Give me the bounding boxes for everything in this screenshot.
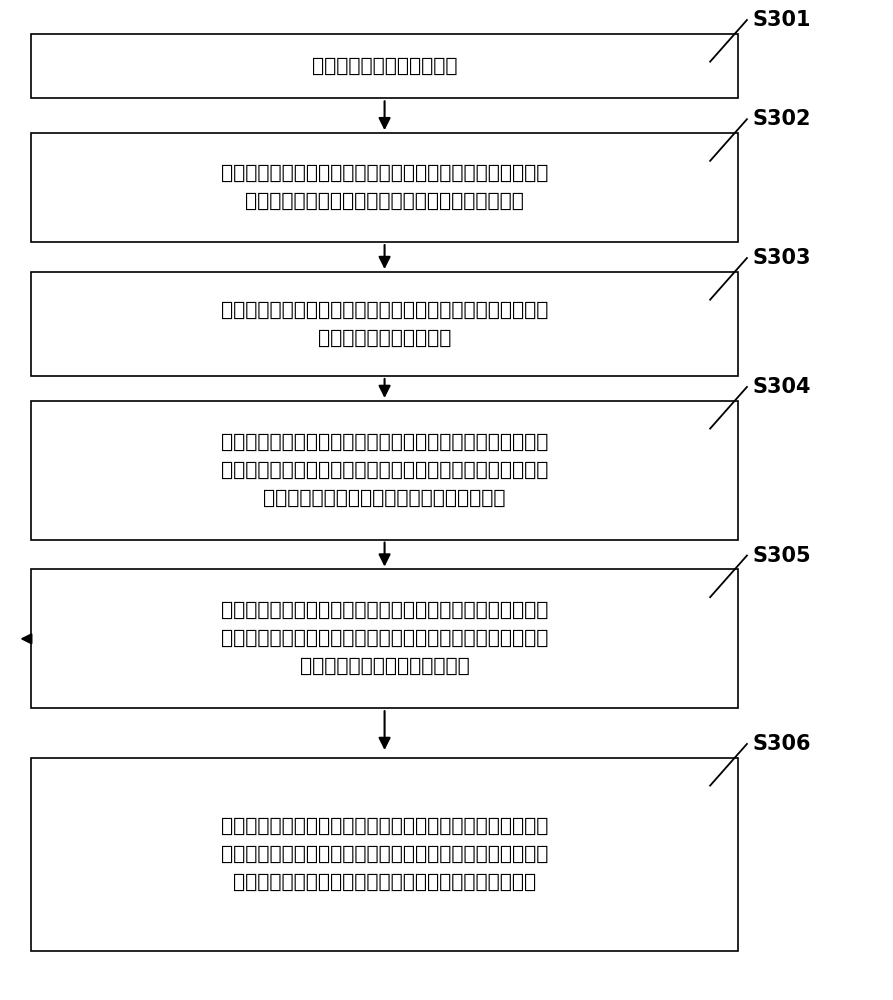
Text: 当其中一组标签反馈数据的标签应答信息符合预设的确认条件
时，读取该组标签反馈数据相应的产品电子代码信息，并发送
与该产品电子代码信息相关联的标签确认信息: 当其中一组标签反馈数据的标签应答信息符合预设的确认条件 时，读取该组标签反馈数据… <box>221 433 548 508</box>
Bar <box>30 569 739 708</box>
Bar <box>30 401 739 540</box>
Bar <box>30 133 739 242</box>
Text: S301: S301 <box>753 10 811 30</box>
Text: S305: S305 <box>753 546 811 566</box>
Bar <box>30 272 739 376</box>
Text: S306: S306 <box>753 734 811 754</box>
Bar <box>30 34 739 98</box>
Text: 当其中一组标签反馈数据的标签应答信息不符合预设的确认条
件时，判断获取该组标签反馈数据的通信信道为发生冲突的通
信信道，丢弃该组标签反馈数据: 当其中一组标签反馈数据的标签应答信息不符合预设的确认条 件时，判断获取该组标签反… <box>221 601 548 676</box>
Text: S303: S303 <box>753 248 811 268</box>
Bar <box>30 758 739 951</box>
Text: 对接收到的反射载波信号进行解码，获取至少一个通信信道中
的至少一组标签反馈数据: 对接收到的反射载波信号进行解码，获取至少一个通信信道中 的至少一组标签反馈数据 <box>221 300 548 347</box>
Text: 预先设置初始数个通信信道: 预先设置初始数个通信信道 <box>312 57 457 76</box>
Text: 从发生冲突的通信信道再次获取标签应答信息，当该标签应答
信息符合预设的确认条件时，读取所述相应的产品电子代码信
息，并发送与该产品电子代码信息相关联的标签确认信: 从发生冲突的通信信道再次获取标签应答信息，当该标签应答 信息符合预设的确认条件时… <box>221 817 548 892</box>
Text: S304: S304 <box>753 377 811 397</box>
Text: S302: S302 <box>753 109 811 129</box>
Text: 发出射频触发信号，所述射频触发信号包括所述通信信道的编
号、各个通信信道的标签读写状态信息和防冲突参数: 发出射频触发信号，所述射频触发信号包括所述通信信道的编 号、各个通信信道的标签读… <box>221 164 548 211</box>
